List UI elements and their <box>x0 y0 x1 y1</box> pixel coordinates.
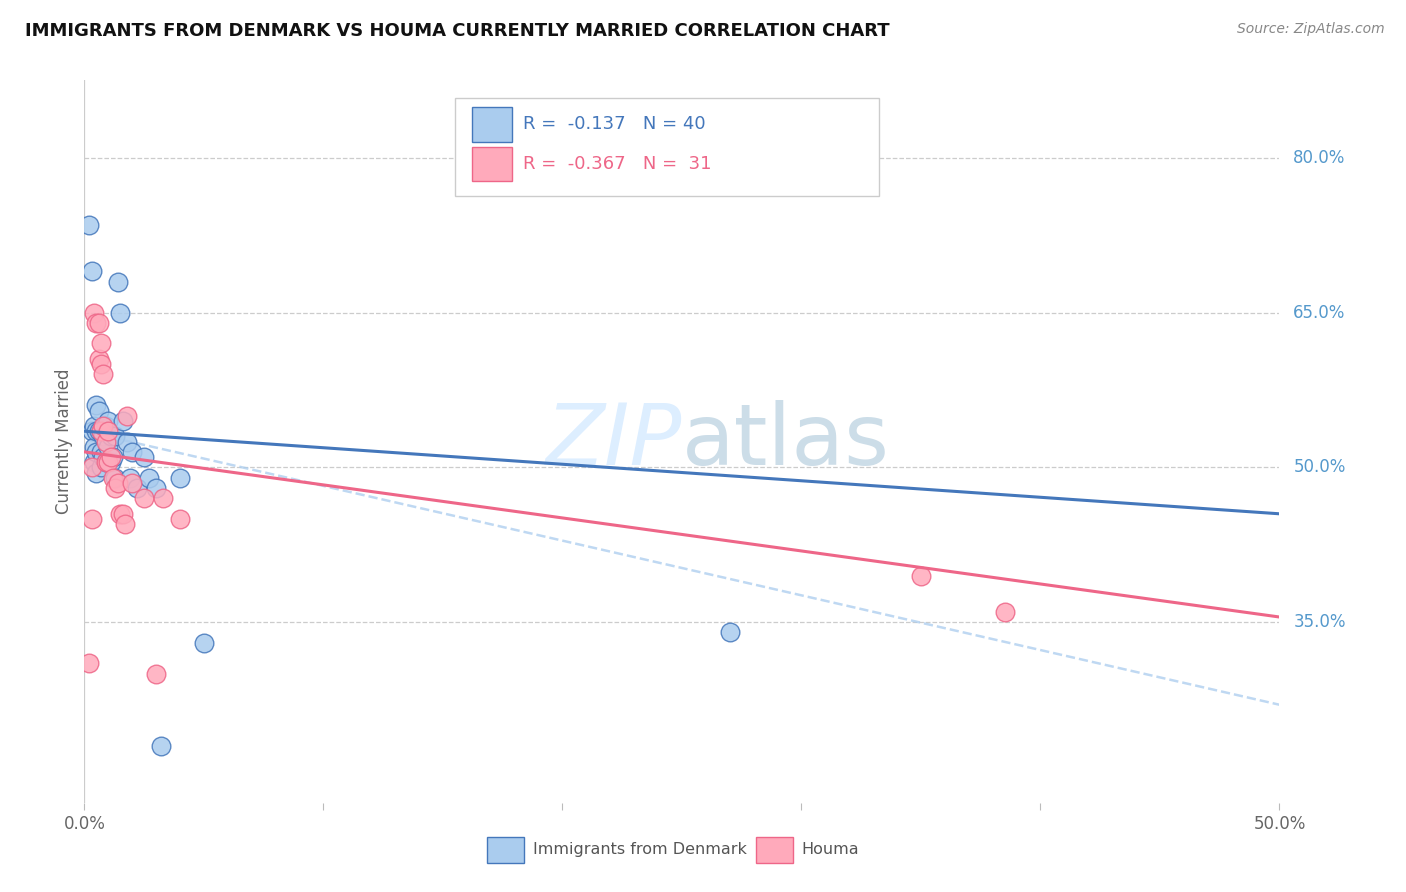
Point <box>93 450 115 464</box>
Text: IMMIGRANTS FROM DENMARK VS HOUMA CURRENTLY MARRIED CORRELATION CHART: IMMIGRANTS FROM DENMARK VS HOUMA CURRENT… <box>25 22 890 40</box>
Point <box>83 440 105 454</box>
Point <box>104 470 127 484</box>
Point <box>80 460 103 475</box>
Point <box>118 470 141 484</box>
Point <box>87 351 110 366</box>
Point <box>111 414 134 428</box>
Point <box>97 455 120 469</box>
Point <box>117 434 139 449</box>
Point <box>83 419 105 434</box>
Point <box>87 403 110 417</box>
Text: 50.0%: 50.0% <box>1294 458 1346 476</box>
Point <box>87 424 110 438</box>
Point <box>80 512 103 526</box>
Point <box>152 491 174 506</box>
FancyBboxPatch shape <box>471 107 512 142</box>
Point <box>107 275 129 289</box>
Point <box>104 429 127 443</box>
Point <box>132 491 156 506</box>
Text: R =  -0.367   N =  31: R = -0.367 N = 31 <box>523 155 711 173</box>
Point <box>94 455 117 469</box>
Point <box>193 636 215 650</box>
Text: Houma: Houma <box>801 842 859 857</box>
Point <box>117 409 139 423</box>
Text: Immigrants from Denmark: Immigrants from Denmark <box>533 842 747 857</box>
Point <box>93 368 115 382</box>
Point <box>77 657 100 671</box>
Point <box>80 264 103 278</box>
Text: R =  -0.137   N = 40: R = -0.137 N = 40 <box>523 115 706 133</box>
Point <box>97 414 120 428</box>
Point <box>111 507 134 521</box>
Point <box>101 450 124 464</box>
Point <box>101 470 124 484</box>
Point <box>90 424 112 438</box>
Point <box>83 305 105 319</box>
Point <box>121 475 143 490</box>
Point <box>94 434 117 449</box>
Point <box>97 424 120 438</box>
Point <box>86 316 108 330</box>
Point <box>90 336 112 351</box>
Y-axis label: Currently Married: Currently Married <box>55 368 73 515</box>
Point <box>121 445 143 459</box>
Point <box>97 440 120 454</box>
Point <box>86 445 108 459</box>
Point <box>718 625 741 640</box>
Point <box>169 470 191 484</box>
Point <box>77 218 100 232</box>
Point <box>125 481 148 495</box>
Point <box>87 316 110 330</box>
Point <box>107 475 129 490</box>
Point <box>86 424 108 438</box>
Point <box>145 481 167 495</box>
Point <box>100 450 122 464</box>
FancyBboxPatch shape <box>456 98 879 196</box>
Point <box>910 568 932 582</box>
Point <box>86 466 108 480</box>
Point <box>90 424 112 438</box>
Point <box>132 450 156 464</box>
Point <box>110 305 132 319</box>
Point <box>94 455 117 469</box>
Point <box>100 455 122 469</box>
Point <box>149 739 172 753</box>
Point <box>80 424 103 438</box>
Text: Source: ZipAtlas.com: Source: ZipAtlas.com <box>1237 22 1385 37</box>
Point <box>94 419 117 434</box>
Point <box>114 517 136 532</box>
Text: 80.0%: 80.0% <box>1294 149 1346 167</box>
FancyBboxPatch shape <box>756 837 793 863</box>
Point <box>100 429 122 443</box>
Point <box>145 666 167 681</box>
FancyBboxPatch shape <box>486 837 524 863</box>
Point <box>110 507 132 521</box>
Point <box>994 605 1017 619</box>
FancyBboxPatch shape <box>471 147 512 181</box>
Point <box>169 512 191 526</box>
Text: 65.0%: 65.0% <box>1294 303 1346 321</box>
Text: 35.0%: 35.0% <box>1294 613 1346 632</box>
Text: atlas: atlas <box>682 400 890 483</box>
Point <box>93 419 115 434</box>
Point <box>104 481 127 495</box>
Point <box>138 470 160 484</box>
Point <box>93 429 115 443</box>
Point <box>90 357 112 371</box>
Point <box>90 460 112 475</box>
Point <box>86 398 108 412</box>
Point <box>83 455 105 469</box>
Text: ZIP: ZIP <box>546 400 682 483</box>
Point <box>90 445 112 459</box>
